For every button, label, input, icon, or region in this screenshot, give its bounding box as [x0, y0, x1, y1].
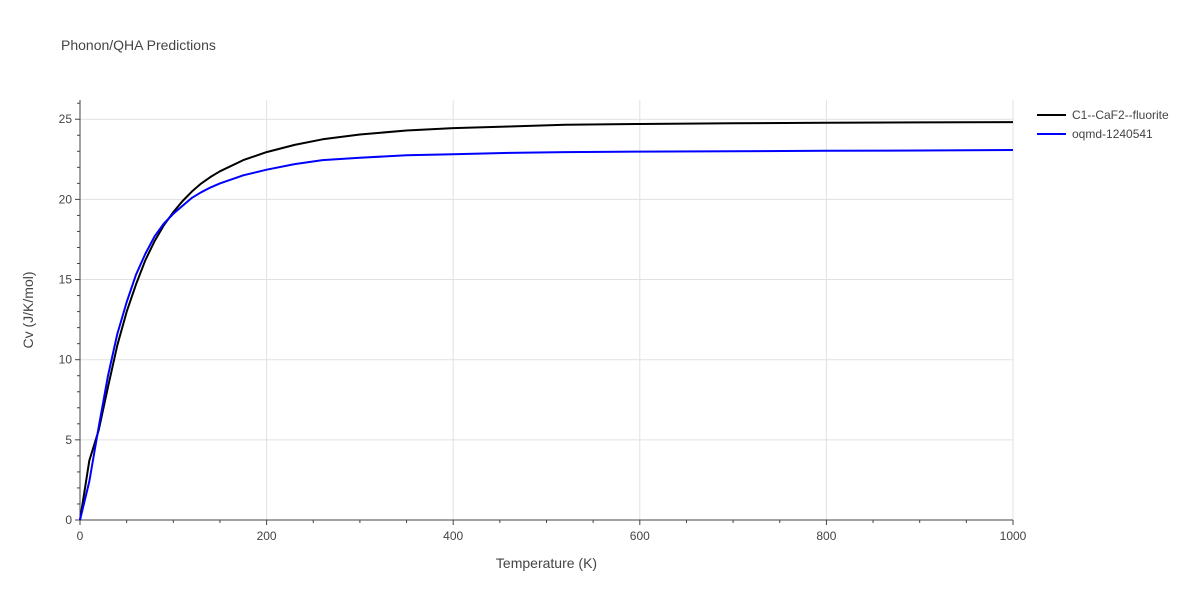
legend-label: C1--CaF2--fluorite — [1072, 108, 1169, 122]
chart-title: Phonon/QHA Predictions — [61, 37, 216, 53]
y-axis-label: Cv (J/K/mol) — [20, 272, 36, 349]
x-axis-label: Temperature (K) — [496, 555, 597, 571]
axes: 0 200 400 600 800 1000 0 5 10 15 20 25 — [59, 100, 1027, 543]
series-line-1 — [79, 121, 1014, 521]
x-tick-label: 0 — [77, 529, 84, 543]
y-tick-label: 15 — [59, 273, 73, 287]
x-tick-label: 1000 — [1000, 529, 1027, 543]
x-tick-label: 200 — [257, 529, 277, 543]
legend-item-1[interactable]: C1--CaF2--fluorite — [1037, 108, 1169, 122]
x-tick-label: 600 — [630, 529, 650, 543]
legend[interactable]: C1--CaF2--fluorite oqmd-1240541 — [1037, 108, 1169, 141]
grid — [80, 100, 1014, 520]
y-tick-label: 5 — [65, 433, 72, 447]
y-tick-label: 20 — [59, 192, 73, 206]
legend-label: oqmd-1240541 — [1072, 127, 1153, 141]
y-tick-label: 10 — [59, 353, 73, 367]
y-tick-label: 0 — [65, 513, 72, 527]
legend-item-2[interactable]: oqmd-1240541 — [1037, 127, 1153, 141]
x-tick-label: 400 — [443, 529, 463, 543]
x-tick-label: 800 — [816, 529, 836, 543]
y-tick-label: 25 — [59, 112, 73, 126]
series-lines — [79, 121, 1014, 521]
series-line-2 — [79, 149, 1014, 521]
